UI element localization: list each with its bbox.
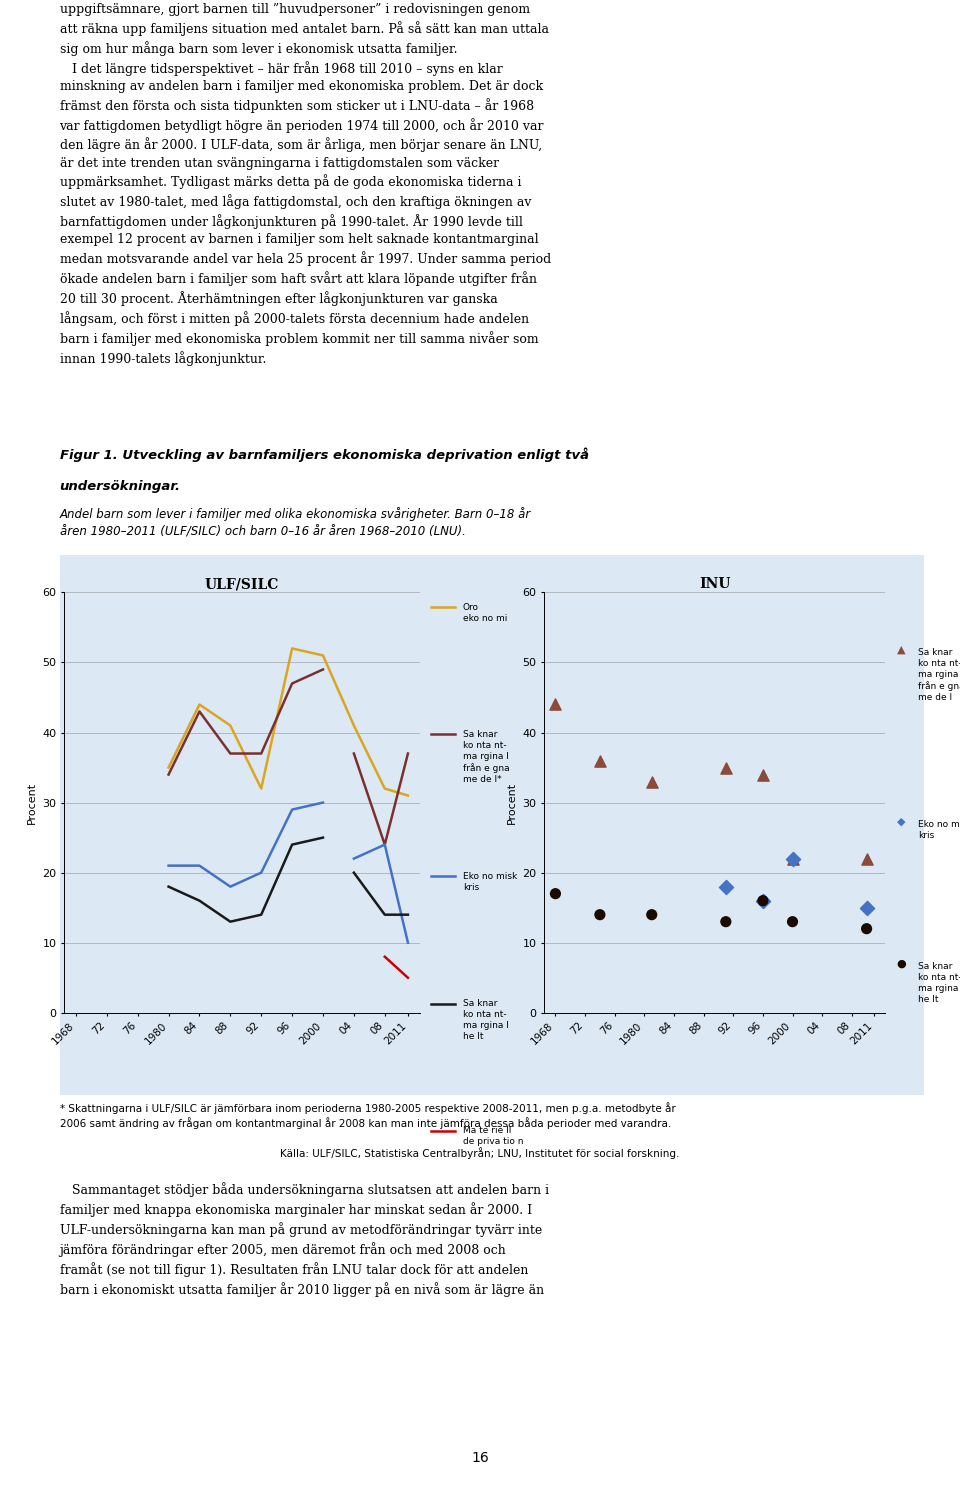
Text: Källa: ULF/SILC, Statistiska Centralbyrån; LNU, Institutet för social forskning.: Källa: ULF/SILC, Statistiska Centralbyrå…: [280, 1147, 680, 1159]
Text: uppgiftsämnare, gjort barnen till ”huvudpersoner” i redovisningen genom
att räkn: uppgiftsämnare, gjort barnen till ”huvud…: [60, 3, 551, 366]
Point: [756, 888, 771, 912]
Point: [756, 762, 771, 786]
Y-axis label: Procent: Procent: [27, 782, 37, 824]
Text: Ma te rie ll
de priva tio n: Ma te rie ll de priva tio n: [463, 1126, 523, 1147]
Title: ULF/SILC: ULF/SILC: [204, 577, 279, 591]
Point: [718, 755, 733, 779]
Text: ●: ●: [897, 958, 906, 969]
Point: [592, 749, 608, 773]
Point: [592, 903, 608, 927]
Text: Eko no misk
kris: Eko no misk kris: [918, 819, 960, 840]
Point: [859, 896, 875, 919]
Point: [644, 770, 660, 794]
Text: Eko no misk
kris: Eko no misk kris: [463, 872, 517, 893]
Text: Oro
eko no mi: Oro eko no mi: [463, 602, 507, 623]
Text: undersökningar.: undersökningar.: [60, 480, 180, 493]
Point: [718, 910, 733, 934]
Text: Andel barn som lever i familjer med olika ekonomiska svårigheter. Barn 0–18 år
å: Andel barn som lever i familjer med olik…: [60, 507, 531, 538]
Point: [548, 882, 564, 906]
Point: [756, 888, 771, 912]
Point: [785, 846, 801, 870]
Text: Sammantaget stödjer båda undersökningarna slutsatsen att andelen barn i
familjer: Sammantaget stödjer båda undersökningarn…: [60, 1183, 549, 1296]
Point: [644, 903, 660, 927]
Text: Figur 1. Utveckling av barnfamiljers ekonomiska deprivation enligt två: Figur 1. Utveckling av barnfamiljers eko…: [60, 447, 588, 462]
Text: Sa knar
ko nta nt-
ma rgina l
från e gna
me de l: Sa knar ko nta nt- ma rgina l från e gna…: [918, 647, 960, 703]
Text: Sa knar
ko nta nt-
ma rgina l
he lt: Sa knar ko nta nt- ma rgina l he lt: [463, 999, 509, 1042]
Text: Sa knar
ko nta nt-
ma rgina l
från e gna
me de l*: Sa knar ko nta nt- ma rgina l från e gna…: [463, 730, 510, 785]
Text: ▲: ▲: [897, 644, 905, 655]
Text: Sa knar
ko nta nt-
ma rgina l
he lt: Sa knar ko nta nt- ma rgina l he lt: [918, 961, 960, 1005]
Text: * Skattningarna i ULF/SILC är jämförbara inom perioderna 1980-2005 respektive 20: * Skattningarna i ULF/SILC är jämförbara…: [60, 1102, 675, 1129]
Title: INU: INU: [699, 577, 731, 591]
Point: [785, 910, 801, 934]
Y-axis label: Procent: Procent: [507, 782, 517, 824]
Point: [785, 846, 801, 870]
Point: [859, 846, 875, 870]
Point: [718, 875, 733, 898]
Point: [548, 692, 564, 716]
Text: ◆: ◆: [897, 816, 905, 827]
Text: 16: 16: [471, 1452, 489, 1465]
Point: [859, 916, 875, 940]
